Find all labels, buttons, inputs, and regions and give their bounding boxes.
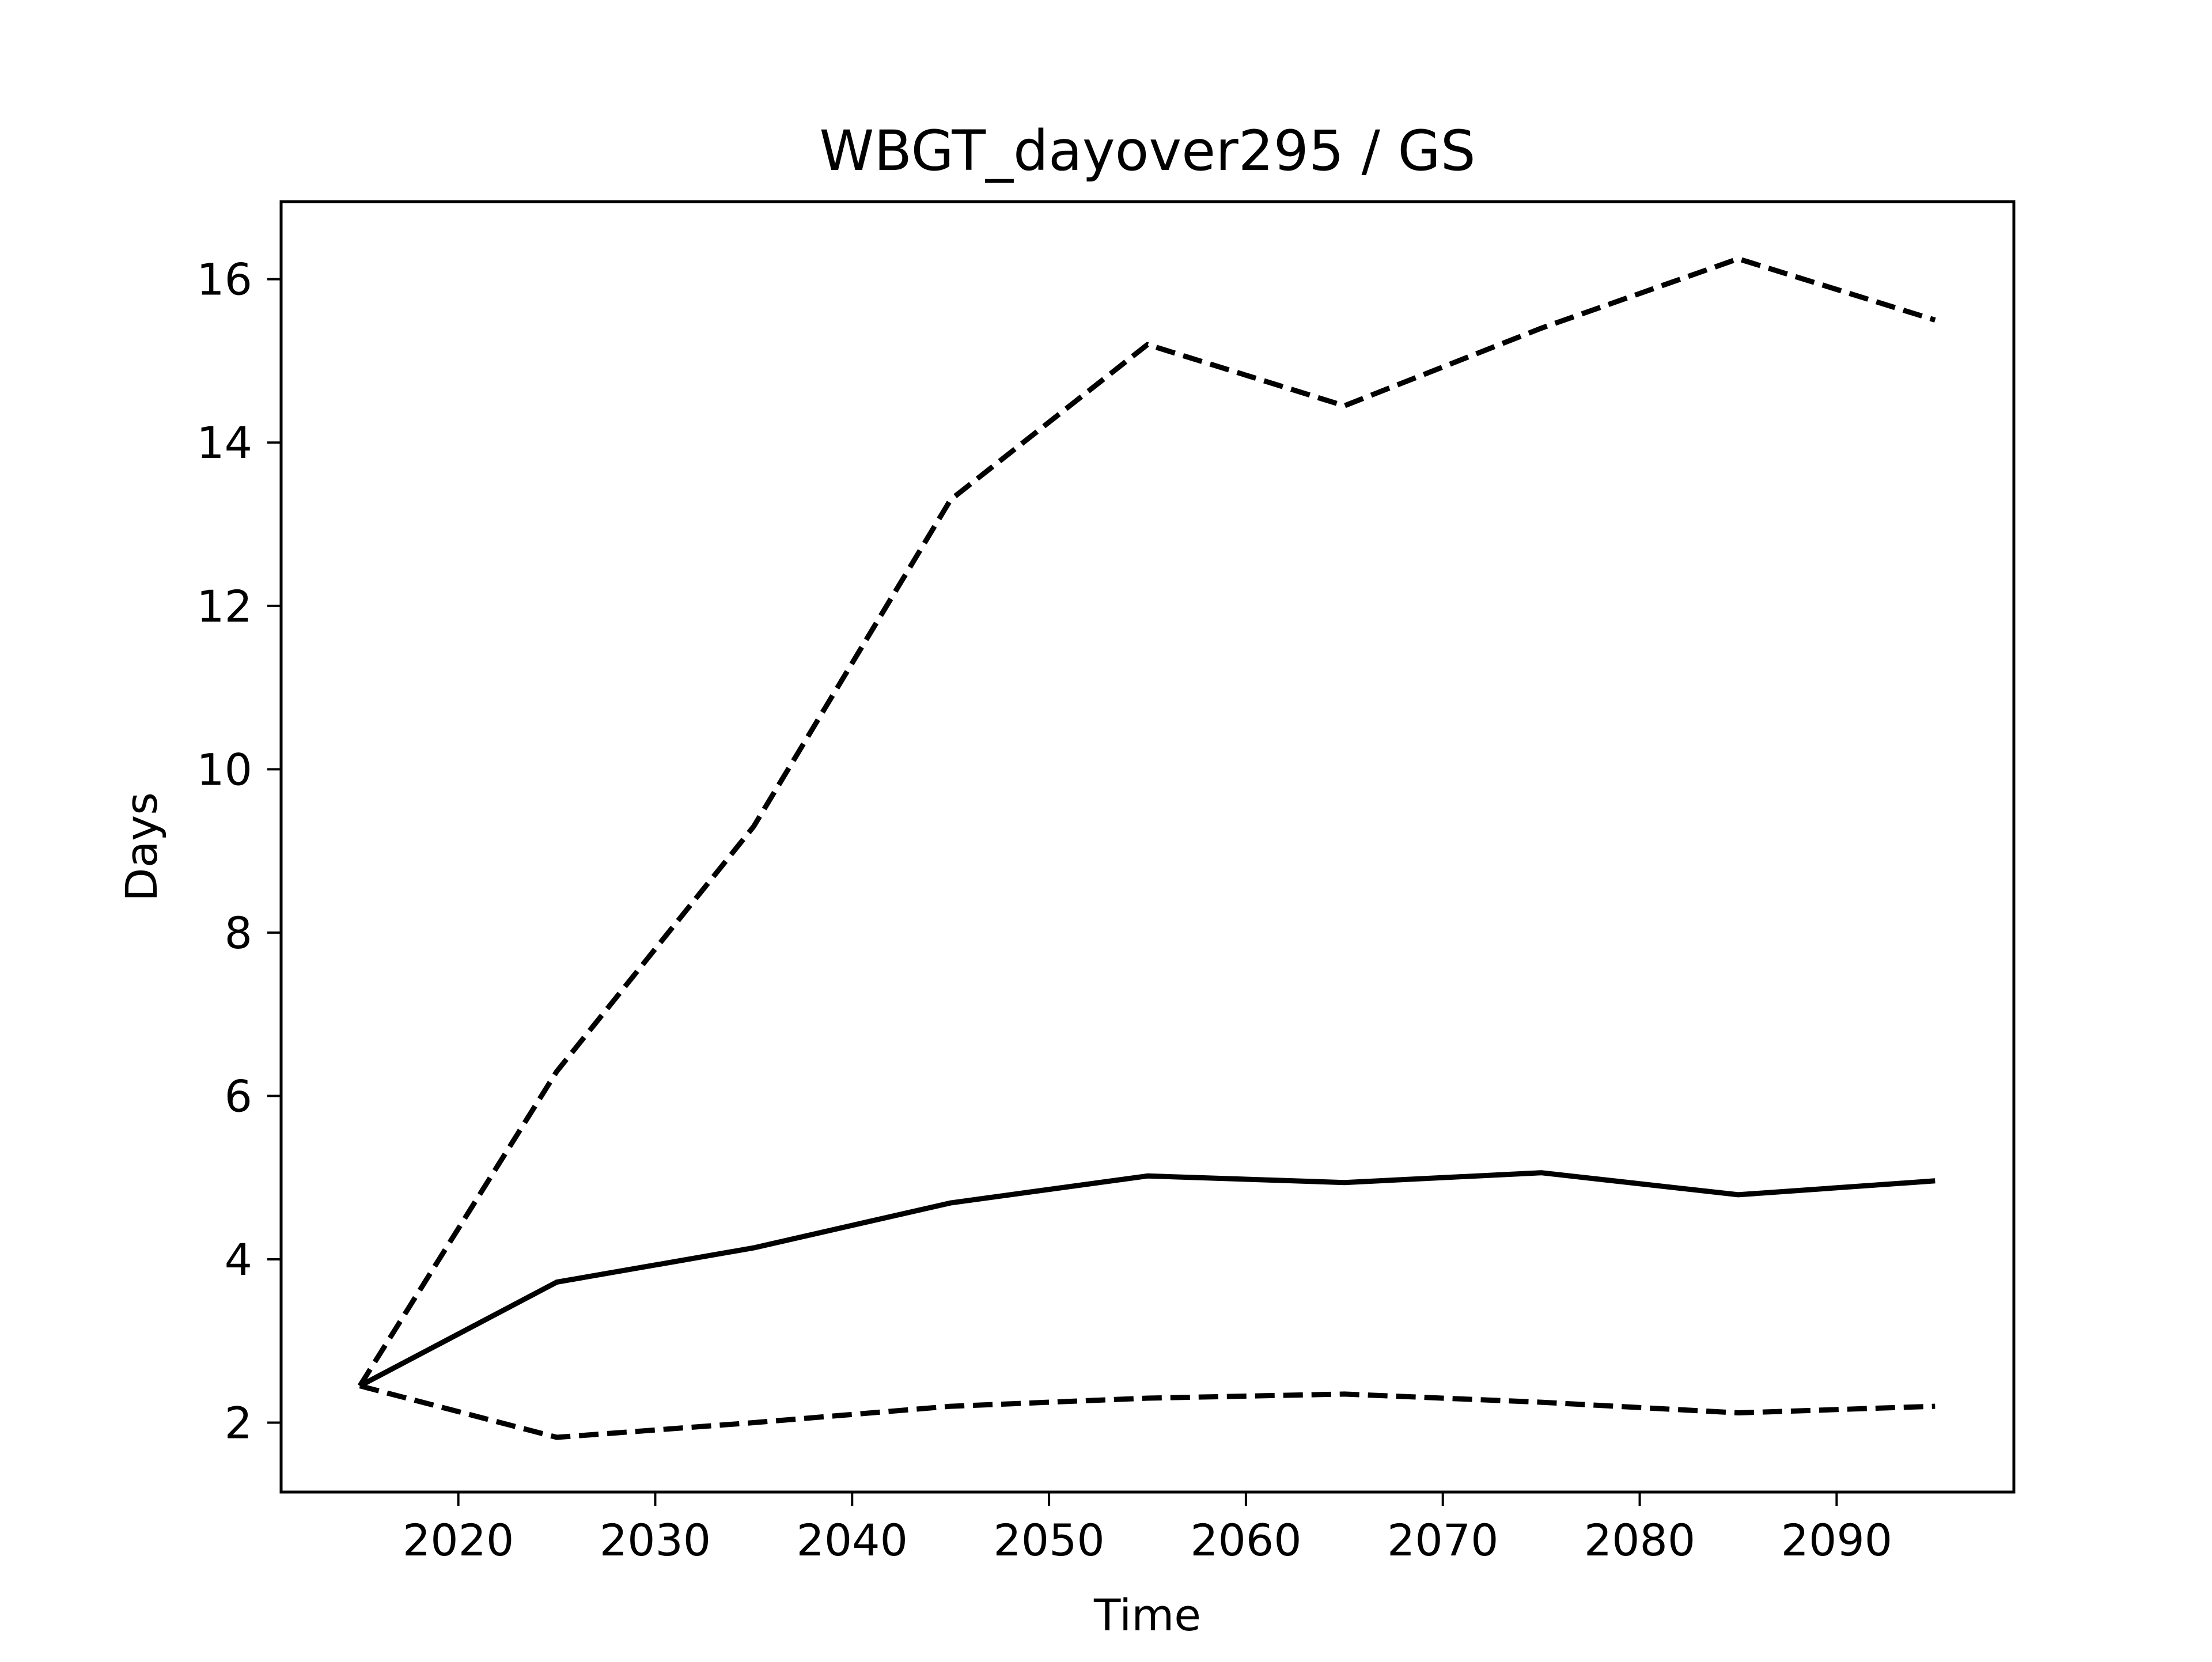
x-tick-label: 2090 xyxy=(1781,1515,1892,1566)
y-tick-label: 16 xyxy=(196,254,252,305)
x-tick-label: 2080 xyxy=(1584,1515,1695,1566)
x-tick-label: 2070 xyxy=(1387,1515,1498,1566)
y-tick-label: 14 xyxy=(196,417,252,468)
x-tick-label: 2020 xyxy=(403,1515,514,1566)
y-tick-label: 6 xyxy=(225,1070,252,1122)
plot-frame xyxy=(279,200,2016,1494)
y-tick-label: 4 xyxy=(225,1234,252,1285)
x-tick-label: 2060 xyxy=(1190,1515,1301,1566)
y-axis-label: Days xyxy=(116,792,167,902)
series-line-2 xyxy=(357,256,1936,1388)
y-tick-label: 8 xyxy=(225,907,252,959)
y-tick-label: 10 xyxy=(196,744,252,795)
series-line-3 xyxy=(359,1383,1936,1440)
y-tick-label: 2 xyxy=(225,1397,252,1448)
y-tick-label: 12 xyxy=(196,581,252,632)
x-tick-label: 2050 xyxy=(993,1515,1104,1566)
x-tick-label: 2030 xyxy=(600,1515,711,1566)
x-axis-label: Time xyxy=(1093,1589,1201,1641)
series-line-1 xyxy=(358,1170,1936,1388)
chart-title: WBGT_dayover295 / GS xyxy=(819,119,1475,183)
x-tick-label: 2040 xyxy=(797,1515,908,1566)
